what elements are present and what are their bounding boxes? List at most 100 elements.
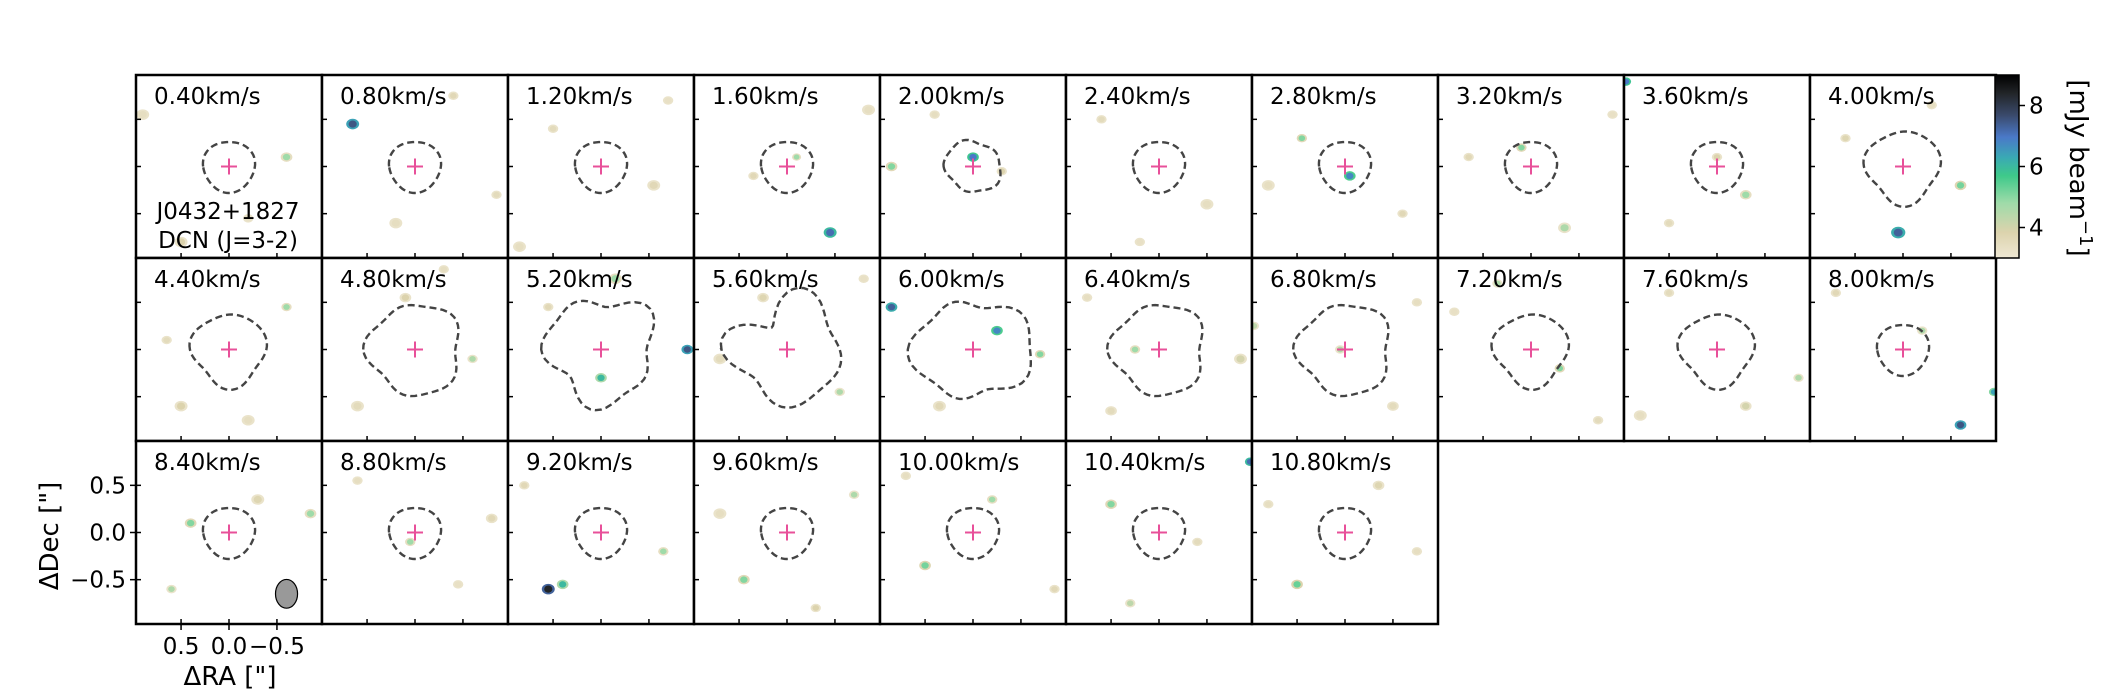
stellar-position-marker xyxy=(1151,341,1167,358)
emission-blob xyxy=(1246,458,1252,465)
emission-blob xyxy=(1842,135,1849,142)
stellar-position-marker xyxy=(221,158,237,175)
colorbar-tick-label: 6 xyxy=(2029,155,2044,181)
mask-contour xyxy=(201,140,257,195)
x-tick-label: −0.5 xyxy=(249,634,305,660)
emission-blob xyxy=(1518,144,1525,151)
stellar-position-marker xyxy=(1151,524,1167,541)
stellar-position-marker xyxy=(1337,524,1353,541)
channel-panel: 4.40km/s xyxy=(134,256,324,443)
emission-blob xyxy=(1465,154,1472,160)
mask-contour xyxy=(573,506,629,561)
emission-blob xyxy=(1893,228,1903,237)
emission-blob xyxy=(186,519,195,527)
stellar-position-marker xyxy=(1709,158,1725,175)
emission-blob xyxy=(244,416,253,424)
velocity-label: 8.80km/s xyxy=(340,450,447,476)
emission-blob xyxy=(1594,417,1602,424)
channel-panel: 9.60km/s xyxy=(692,439,882,626)
emission-blob xyxy=(611,275,620,283)
emission-blob xyxy=(715,355,724,363)
emission-blob xyxy=(1389,402,1397,410)
emission-blob xyxy=(1624,78,1630,85)
emission-blob xyxy=(664,97,672,104)
mask-contour xyxy=(906,300,1032,401)
stellar-position-marker xyxy=(1895,341,1911,358)
emission-blob xyxy=(921,562,929,569)
emission-blob xyxy=(887,163,896,170)
emission-blob xyxy=(440,266,448,273)
stellar-position-marker xyxy=(1709,341,1725,358)
colorbar xyxy=(1994,74,2020,259)
emission-blob xyxy=(793,154,800,160)
emission-blob xyxy=(354,477,361,484)
velocity-label: 10.00km/s xyxy=(898,450,1019,476)
emission-blob xyxy=(1928,102,1936,109)
emission-blob xyxy=(176,402,186,410)
mask-contour xyxy=(1503,140,1559,195)
emission-blob xyxy=(836,389,843,395)
emission-blob xyxy=(253,495,262,504)
stellar-position-marker xyxy=(965,341,981,358)
velocity-label: 1.20km/s xyxy=(526,84,633,110)
channel-panel: 5.20km/s xyxy=(506,256,696,443)
stellar-position-marker xyxy=(1151,158,1167,175)
emission-blob xyxy=(1832,290,1840,296)
channel-panel: 2.00km/s xyxy=(878,73,1068,260)
colorbar-ticks: 4 6 8 xyxy=(2019,94,2044,242)
emission-blob xyxy=(1742,402,1750,410)
emission-blob xyxy=(1098,116,1105,123)
emission-blob xyxy=(683,346,691,353)
stellar-position-marker xyxy=(1337,341,1353,358)
channel-panel: 8.00km/s xyxy=(1808,256,1998,443)
velocity-label: 2.40km/s xyxy=(1084,84,1191,110)
emission-blob xyxy=(1560,224,1569,232)
channel-panel: 3.20km/s xyxy=(1436,73,1626,260)
emission-blob xyxy=(993,327,1001,334)
emission-blob xyxy=(1413,548,1421,555)
emission-blob xyxy=(1665,290,1673,296)
mask-contour xyxy=(1862,130,1943,209)
velocity-label: 5.20km/s xyxy=(526,267,633,293)
channel-panel: 7.20km/s xyxy=(1436,256,1626,443)
emission-blob xyxy=(1107,500,1115,508)
emission-blob xyxy=(244,215,252,222)
stellar-position-marker xyxy=(779,158,795,175)
velocity-label: 8.00km/s xyxy=(1828,267,1935,293)
stellar-position-marker xyxy=(593,158,609,175)
mask-contour xyxy=(759,506,815,561)
emission-blob xyxy=(1194,539,1201,545)
stellar-position-marker xyxy=(1523,158,1539,175)
velocity-label: 7.20km/s xyxy=(1456,267,1563,293)
emission-blob xyxy=(1346,172,1354,180)
channel-panel: 8.40km/s xyxy=(134,439,324,626)
channel-panel: 1.60km/s xyxy=(692,73,882,260)
mask-contour xyxy=(188,313,269,392)
y-axis-label: ΔDec ["] xyxy=(35,482,65,591)
channel-panel: 6.40km/s xyxy=(1064,256,1254,443)
emission-blob xyxy=(750,173,757,179)
emission-blob xyxy=(1202,200,1212,208)
emission-blob xyxy=(1609,111,1616,118)
emission-blob xyxy=(1265,501,1272,508)
emission-blob xyxy=(1990,389,1996,395)
emission-blob xyxy=(353,402,362,410)
emission-blob xyxy=(902,473,910,479)
mask-contour xyxy=(201,506,257,561)
mask-contour xyxy=(1490,313,1571,392)
mask-contour xyxy=(1875,323,1931,378)
emission-blob xyxy=(138,111,147,119)
y-tick-label: 0.5 xyxy=(89,473,126,499)
mask-contour xyxy=(1317,140,1373,195)
stellar-position-marker xyxy=(965,158,981,175)
velocity-label: 6.00km/s xyxy=(898,267,1005,293)
mask-contour xyxy=(1676,313,1757,392)
velocity-label: 0.80km/s xyxy=(340,84,447,110)
emission-blob xyxy=(306,510,315,517)
x-tick-label: 0.0 xyxy=(211,634,248,660)
emission-blob xyxy=(1636,411,1645,420)
velocity-label: 10.80km/s xyxy=(1270,450,1391,476)
stellar-position-marker xyxy=(965,524,981,541)
emission-blob xyxy=(1399,210,1406,217)
y-tick-label: −0.5 xyxy=(70,568,126,594)
